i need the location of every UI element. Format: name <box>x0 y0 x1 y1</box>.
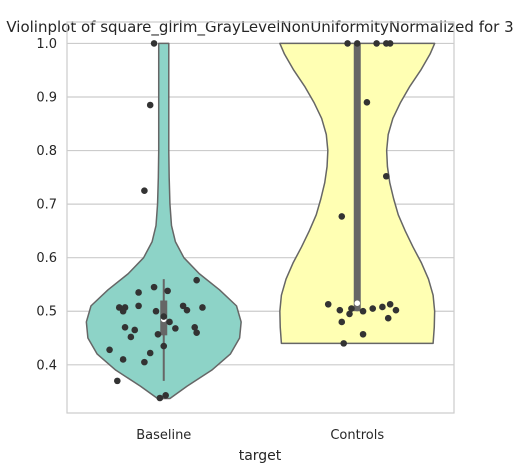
data-point <box>382 172 390 180</box>
data-point <box>121 324 129 331</box>
x-axis-label: target <box>239 448 282 464</box>
data-point <box>386 40 394 47</box>
data-point <box>191 324 199 331</box>
data-point <box>152 307 160 315</box>
data-point <box>150 40 158 47</box>
data-point <box>384 314 392 322</box>
x-tick-label: Controls <box>330 428 384 443</box>
data-point <box>336 306 344 314</box>
y-tick-label: 0.6 <box>36 251 57 266</box>
data-point <box>156 394 164 402</box>
data-point <box>164 287 171 295</box>
data-point <box>363 99 371 106</box>
data-point <box>392 306 400 314</box>
y-tick-label: 0.7 <box>36 198 57 213</box>
data-point <box>119 307 127 315</box>
data-point <box>162 392 169 399</box>
data-point <box>386 300 394 308</box>
data-point <box>131 326 139 334</box>
data-point <box>166 318 173 326</box>
chart-title: Violinplot of square_glrlm_GrayLevelNonU… <box>6 18 513 37</box>
data-point <box>160 313 168 320</box>
data-point <box>193 329 200 336</box>
data-point <box>146 349 154 357</box>
data-point <box>193 276 200 284</box>
y-tick-label: 0.9 <box>36 90 57 105</box>
data-point <box>359 307 367 315</box>
y-tick-label: 1.0 <box>36 37 57 52</box>
plot-frame <box>66 21 455 414</box>
data-point <box>135 289 142 296</box>
data-point <box>369 305 377 312</box>
data-point <box>340 340 348 347</box>
x-tick-label: Baseline <box>136 428 191 443</box>
data-point <box>135 302 142 310</box>
y-tick-label: 0.8 <box>36 144 57 159</box>
data-point <box>344 40 351 47</box>
data-point <box>183 306 191 314</box>
data-point <box>146 101 154 109</box>
data-point <box>179 302 187 310</box>
data-point <box>373 40 380 47</box>
data-point <box>160 342 168 350</box>
data-point <box>338 213 346 220</box>
data-point <box>141 358 148 366</box>
data-point <box>150 283 158 291</box>
x-tick-labels: Baseline Controls <box>136 428 384 443</box>
data-point <box>324 300 332 308</box>
data-point <box>348 305 355 312</box>
data-point <box>353 40 361 47</box>
data-point <box>127 333 135 341</box>
data-point <box>114 377 121 385</box>
iqr-box <box>353 43 361 312</box>
y-tick-label: 0.5 <box>36 305 57 320</box>
data-point <box>346 310 353 318</box>
y-tick-label: 0.4 <box>36 358 57 373</box>
data-point <box>199 304 206 311</box>
data-point <box>338 318 346 326</box>
median-marker <box>354 300 361 306</box>
data-point <box>154 330 162 338</box>
data-point <box>359 330 367 338</box>
strip-points <box>106 40 400 402</box>
data-point <box>172 325 179 332</box>
y-tick-labels: 0.4 0.5 0.6 0.7 0.8 0.9 1.0 <box>36 37 57 373</box>
data-point <box>141 187 148 195</box>
data-point <box>379 303 386 311</box>
data-point <box>106 346 113 354</box>
data-point <box>119 356 127 363</box>
